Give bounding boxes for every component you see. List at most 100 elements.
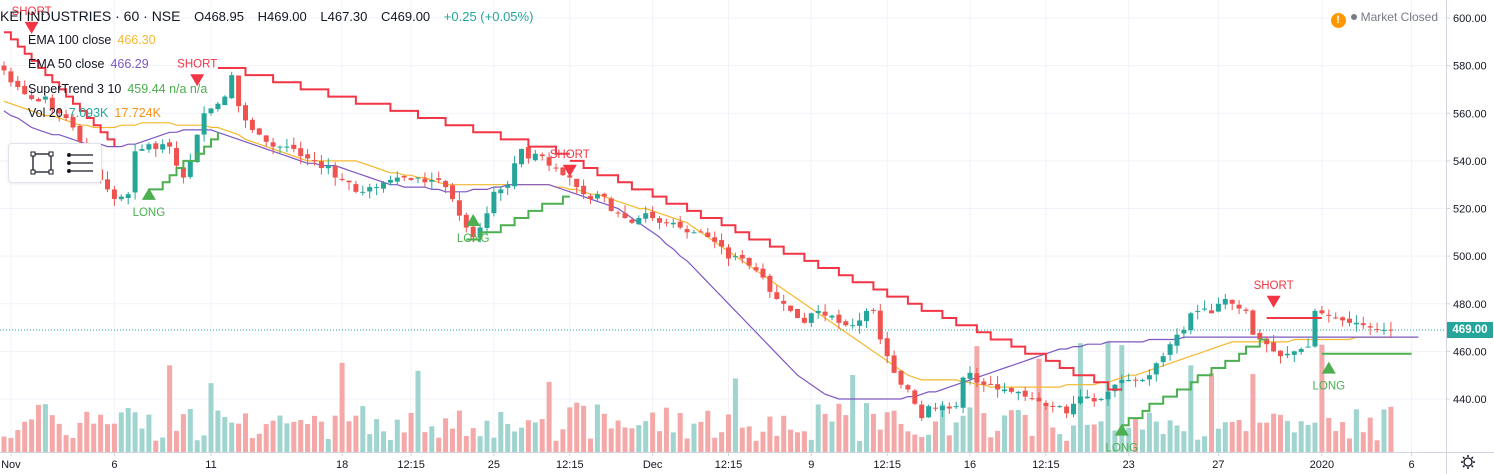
candle-body xyxy=(546,157,552,166)
object-tree-icon[interactable] xyxy=(67,153,93,173)
long-signal: LONG xyxy=(1313,361,1346,393)
volume-bar xyxy=(615,420,621,452)
volume-bar xyxy=(995,430,1001,452)
short-label: SHORT xyxy=(12,6,52,18)
volume-bar xyxy=(588,438,593,452)
price-tick-label: 520.00 xyxy=(1453,204,1487,216)
supertrend-segment xyxy=(569,159,1122,391)
candle-body xyxy=(243,105,248,121)
volume-bar xyxy=(146,414,152,452)
volume-bar xyxy=(201,435,207,452)
volume-bar xyxy=(111,423,117,452)
candle-body xyxy=(1050,405,1056,407)
settings-gear-icon[interactable] xyxy=(1461,455,1475,469)
market-status[interactable]: ! Market Closed xyxy=(1330,10,1438,28)
legend-supertrend[interactable]: SuperTrend 3 10 459.44 n/a n/a xyxy=(6,82,207,96)
candle-body xyxy=(912,390,918,404)
ohlc-high: H469.00 xyxy=(257,9,307,24)
candle-body xyxy=(532,153,538,161)
volume-bar xyxy=(1091,424,1097,452)
volume-bar xyxy=(353,415,359,452)
volume-bar xyxy=(836,403,842,452)
legend-ema50[interactable]: EMA 50 close 466.29 xyxy=(6,57,149,71)
candle-body xyxy=(381,182,386,189)
rectangle-tool-icon[interactable] xyxy=(30,151,54,175)
long-label: LONG xyxy=(1313,381,1346,393)
long-arrow-icon xyxy=(466,214,481,227)
price-tick-label: 480.00 xyxy=(1453,299,1487,311)
volume-bar xyxy=(864,403,869,452)
volume-bar xyxy=(1043,406,1049,452)
chart-header: KEI INDUSTRIES · 60 · NSE O468.95 H469.0… xyxy=(0,8,533,28)
volume-bar xyxy=(505,424,511,452)
candle-body xyxy=(1291,351,1297,355)
volume-bar xyxy=(1353,409,1359,452)
volume-bar xyxy=(1084,424,1090,452)
candle-body xyxy=(712,237,718,242)
time-tick-label: 16 xyxy=(964,459,976,471)
candle-body xyxy=(1278,350,1283,357)
time-tick-label: Nov xyxy=(1,459,21,471)
volume-bar xyxy=(84,411,90,452)
candle-body xyxy=(1105,391,1111,400)
candle-body xyxy=(884,338,890,357)
candle-body xyxy=(574,178,580,188)
candle-body xyxy=(822,311,828,316)
candle-body xyxy=(1347,318,1352,323)
candle-body xyxy=(843,321,849,326)
volume-bar xyxy=(1174,425,1180,452)
ohlc-close: C469.00 xyxy=(381,9,431,24)
exclamation-icon: ! xyxy=(1330,13,1346,28)
legend-volume[interactable]: Vol 20 7.093K 17.724K xyxy=(6,106,161,120)
volume-bar xyxy=(401,432,407,452)
candle-body xyxy=(1133,379,1139,381)
candle-body xyxy=(967,372,973,379)
candle-body xyxy=(1008,387,1014,392)
volume-bar xyxy=(1202,436,1208,452)
volume-bar xyxy=(298,420,304,452)
long-arrow-icon xyxy=(1114,423,1129,436)
candle-body xyxy=(8,71,14,83)
last-price-label: 469.00 xyxy=(1447,321,1493,338)
long-label: LONG xyxy=(133,207,166,219)
candle-body xyxy=(1064,406,1070,414)
candle-body xyxy=(995,384,1001,390)
candle-body xyxy=(1057,406,1063,408)
legend-ema100[interactable]: EMA 100 close 466.30 xyxy=(6,33,156,47)
time-tick-label: 23 xyxy=(1123,459,1135,471)
symbol-title[interactable]: KEI INDUSTRIES · 60 · NSE xyxy=(0,8,181,24)
candle-body xyxy=(270,142,276,147)
candle-body xyxy=(608,198,614,211)
volume-bar xyxy=(629,428,635,452)
volume-bar xyxy=(436,437,442,452)
volume-bar xyxy=(36,404,41,452)
candle-body xyxy=(1326,314,1332,316)
candle-body xyxy=(325,165,331,169)
volume-bar xyxy=(305,424,311,452)
volume-bar xyxy=(450,428,455,452)
volume-bar xyxy=(118,412,124,452)
time-tick-label: 2020 xyxy=(1310,459,1334,471)
price-tick-label: 600.00 xyxy=(1453,13,1487,25)
volume-bar xyxy=(1243,431,1249,452)
volume-bar xyxy=(760,431,766,452)
price-change: +0.25 (+0.05%) xyxy=(443,9,534,24)
time-tick-label: 12:15 xyxy=(873,459,901,471)
volume-bar xyxy=(739,427,745,452)
volume-label: Vol 20 xyxy=(28,106,63,120)
candle-body xyxy=(774,292,780,299)
volume-bar xyxy=(808,439,814,452)
volume-bar xyxy=(1008,410,1014,452)
candle-body xyxy=(70,116,76,128)
volume-bar xyxy=(1036,358,1042,452)
candle-body xyxy=(360,191,366,193)
volume-bar xyxy=(477,436,483,452)
candle-body xyxy=(988,383,994,385)
candle-body xyxy=(746,258,752,266)
short-label: SHORT xyxy=(177,58,217,70)
volume-bar xyxy=(988,437,994,452)
candle-body xyxy=(125,194,131,198)
volume-bar xyxy=(1098,421,1104,452)
volume-bar xyxy=(1,436,7,452)
